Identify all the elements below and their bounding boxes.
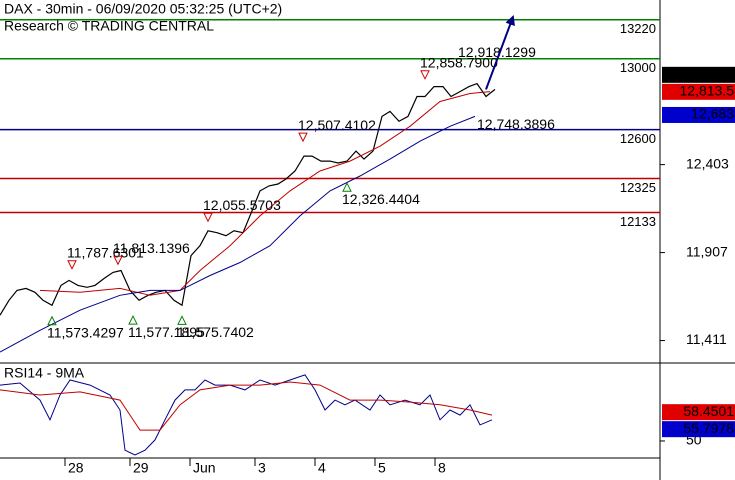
series-line (39, 91, 491, 296)
x-tick-label: 29 (133, 460, 149, 476)
annotation-label: 12,748.3896 (477, 116, 555, 132)
x-tick-label: 28 (68, 460, 84, 476)
high-marker (203, 212, 213, 223)
series-line (0, 381, 493, 431)
indicator-title: RSI14 - 9MA (4, 365, 85, 381)
value-badge-label: 12,819.6 (680, 66, 735, 82)
level-label: 13220 (620, 21, 656, 36)
value-badge (662, 66, 735, 83)
annotation-label: 11,577.1895 (128, 324, 205, 340)
low-marker (342, 182, 352, 192)
level-label: 12325 (620, 180, 656, 195)
annotation-label: 12,858.7900 (420, 54, 498, 70)
x-tick-label: 8 (438, 460, 446, 476)
x-tick-label: 3 (258, 460, 266, 476)
chart-subtitle: Research © TRADING CENTRAL (4, 18, 214, 34)
low-marker (128, 314, 138, 325)
high-marker (420, 70, 430, 80)
value-badge-label: 58.4501 (683, 403, 734, 419)
annotation-label: 11,813.1396 (113, 240, 190, 256)
level-label: 12133 (620, 214, 656, 229)
annotation-label: 11,787.6301 (67, 244, 144, 260)
level-label: 13000 (620, 60, 656, 75)
high-marker (298, 132, 308, 143)
value-badge-label: 12,813.5 (680, 83, 735, 99)
x-tick-label: 5 (378, 460, 386, 476)
low-marker (47, 315, 57, 326)
chart-title: DAX - 30min - 06/09/2020 05:32:25 (UTC+2… (4, 1, 282, 17)
value-badge-label: 55.7978 (683, 420, 734, 436)
y-tick-label: 11,411 (686, 331, 727, 347)
annotation-label: 11,573.4297 (47, 324, 124, 340)
series-line (0, 115, 476, 353)
value-badge (662, 404, 735, 421)
value-badge-label: 12,683 (691, 106, 734, 122)
annotation-label: 11,575.7402 (177, 324, 254, 340)
y-tick-label: 11,907 (686, 243, 728, 259)
annotation-label: 12,918.1299 (458, 44, 536, 60)
low-marker (177, 315, 187, 325)
forecast-arrow (485, 15, 515, 90)
series-line (0, 82, 496, 316)
annotation-label: 12,326.4404 (342, 191, 420, 207)
y-tick-label: 12,403 (686, 155, 729, 171)
annotation-label: 12,507.4102 (298, 117, 376, 133)
high-marker (67, 260, 77, 270)
value-badge (662, 421, 735, 438)
level-label: 12600 (620, 131, 656, 146)
x-tick-label: Jun (193, 460, 216, 476)
value-badge (662, 106, 735, 123)
x-tick-label: 4 (318, 460, 326, 476)
high-marker (113, 255, 123, 266)
value-badge (662, 83, 735, 100)
annotation-label: 12,055.5703 (203, 197, 281, 213)
